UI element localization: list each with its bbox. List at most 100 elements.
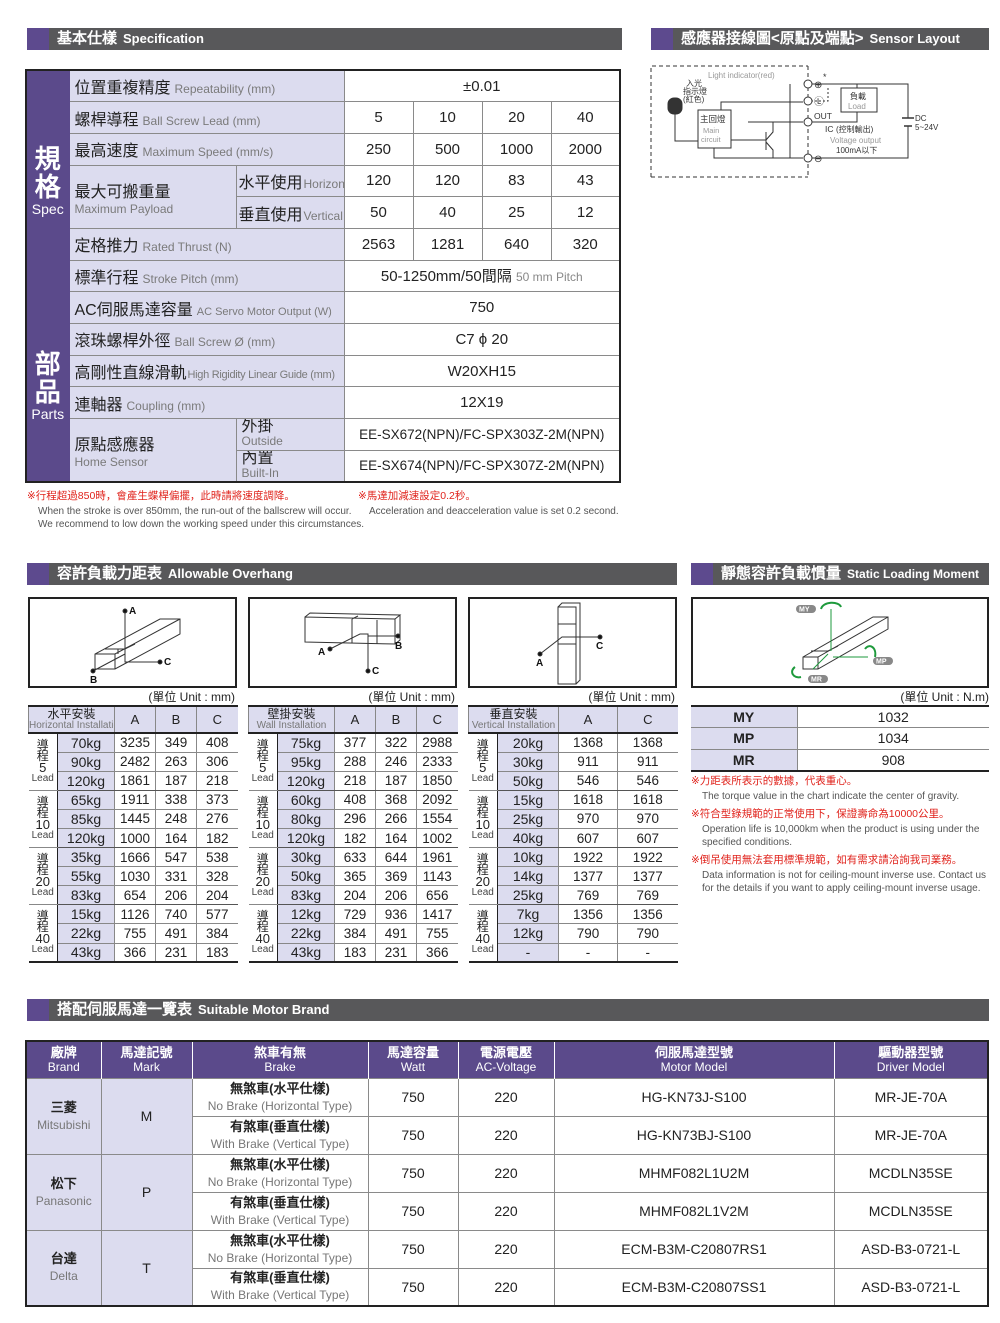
overhang-value: 1000 bbox=[114, 828, 156, 849]
section-title-en: Sensor Layout bbox=[869, 31, 960, 46]
overhang-value: 546 bbox=[617, 771, 678, 791]
driver-cell: ASD-B3-0721-L bbox=[833, 1267, 989, 1307]
load-weight: 43kg bbox=[276, 943, 335, 963]
overhang-value: 1417 bbox=[416, 904, 458, 925]
svg-text:入光: 入光 bbox=[686, 78, 702, 88]
watt-cell: 750 bbox=[367, 1229, 459, 1269]
overhang-value: 729 bbox=[334, 904, 376, 925]
lead-zh: 導 bbox=[476, 794, 489, 809]
overhang-value: 790 bbox=[617, 923, 678, 944]
overhang-value: 182 bbox=[196, 828, 238, 849]
lead-zh: 程 bbox=[476, 863, 489, 878]
brake-cell: 無煞車(水平仕樣) No Brake (Horizontal Type) bbox=[191, 1153, 369, 1193]
stroke-value: 50-1250mm/50間隔 50 mm Pitch bbox=[343, 259, 621, 293]
lead-zh: 程 bbox=[476, 805, 489, 820]
brand-cell: 松下 Panasonic bbox=[25, 1153, 102, 1231]
lead-zh: 導 bbox=[36, 794, 49, 809]
overhang-value: 491 bbox=[155, 923, 197, 944]
overhang-value: 1911 bbox=[114, 790, 156, 810]
svg-text:負載: 負載 bbox=[850, 91, 866, 101]
svg-text:MP: MP bbox=[876, 659, 887, 666]
table-row: --- bbox=[469, 943, 678, 963]
overhang-value: 365 bbox=[334, 866, 376, 887]
lead-zh: 程 bbox=[36, 920, 49, 935]
static-moment-table: MY 1032 MP 1034 MR 908 bbox=[691, 705, 989, 772]
speed-label: 最高速度 Maximum Speed (mm/s) bbox=[68, 132, 345, 166]
load-weight: 120kg bbox=[276, 828, 335, 849]
lead-value: 20 bbox=[481, 101, 552, 134]
overhang-value: 306 bbox=[196, 752, 238, 772]
overhang-value: 206 bbox=[155, 885, 197, 906]
lead-zh: 導 bbox=[256, 737, 269, 752]
home-outside-label: 外掛 Outside bbox=[235, 418, 345, 451]
overhang-value: 288 bbox=[334, 752, 376, 772]
installation-title: 壁掛安裝 Wall Installation bbox=[247, 706, 335, 734]
lead-en: Lead bbox=[31, 887, 54, 899]
load-weight: 120kg bbox=[56, 828, 115, 849]
group-en: Parts bbox=[31, 406, 65, 423]
lead-zh: 導 bbox=[476, 737, 489, 752]
overhang-value: 1368 bbox=[617, 733, 678, 753]
lead-label: 導程 5 Lead bbox=[468, 733, 498, 791]
brand-cell: 台達 Delta bbox=[25, 1229, 102, 1307]
brand-cell: 三菱 Mitsubishi bbox=[25, 1077, 102, 1155]
table-row: 83kg 204 206 656 bbox=[249, 885, 458, 906]
overhang-value: 1861 bbox=[114, 771, 156, 791]
svg-text:MY: MY bbox=[799, 607, 810, 614]
brake-zh: 無煞車(水平仕樣) bbox=[230, 1080, 330, 1096]
payload-label: 最大可搬重量 Maximum Payload bbox=[68, 164, 237, 229]
lead-en: Lead bbox=[471, 944, 494, 956]
column-header: 馬達容量 Watt bbox=[367, 1041, 458, 1078]
overhang-value: 384 bbox=[196, 923, 238, 944]
table-row: 120kg 182 164 1002 bbox=[249, 828, 458, 849]
column-header: 電源電壓 AC-Voltage bbox=[457, 1041, 554, 1078]
motor-table: 廠牌 Brand 馬達記號 Mark 煞車有無 Brake 馬達容量 Watt 電源電壓 AC-V… bbox=[25, 1040, 989, 1307]
overhang-value: 1445 bbox=[114, 809, 156, 829]
load-weight: 7kg bbox=[496, 904, 559, 925]
load-weight: 80kg bbox=[276, 809, 335, 829]
overhang-value: 1002 bbox=[416, 828, 458, 849]
overhang-value: 911 bbox=[617, 752, 678, 772]
payload-vertical-value: 25 bbox=[481, 196, 552, 229]
brake-zh: 無煞車(水平仕樣) bbox=[230, 1156, 330, 1172]
overhang-value: 266 bbox=[375, 809, 417, 829]
svg-text:circuit: circuit bbox=[701, 135, 722, 144]
section-title-zh: 感應器接線圖<原點及端點> bbox=[681, 30, 864, 47]
driver-cell: ASD-B3-0721-L bbox=[833, 1229, 989, 1269]
svg-text:⊕: ⊕ bbox=[814, 80, 822, 91]
lead-en: Lead bbox=[251, 772, 274, 784]
mark-cell: T bbox=[100, 1229, 193, 1307]
load-weight: 83kg bbox=[56, 885, 115, 906]
payload-horizontal-value: 43 bbox=[550, 164, 621, 198]
speed-value: 2000 bbox=[550, 132, 621, 166]
note-en: The torque value in the chart indicate t… bbox=[702, 791, 960, 802]
wall-overhang-table: 壁掛安裝 Wall Installation A B C 導程 5 Lead 75kg 377 32… bbox=[247, 705, 458, 964]
header-en: Brand bbox=[47, 1059, 80, 1074]
motor-value: 750 bbox=[343, 291, 621, 324]
load-weight: 30kg bbox=[276, 847, 335, 868]
load-weight: 65kg bbox=[56, 790, 115, 810]
overhang-value: 970 bbox=[558, 809, 618, 829]
stroke-label: 標準行程 Stroke Pitch (mm) bbox=[68, 259, 345, 293]
moment-label: MY bbox=[691, 706, 798, 728]
table-row: 80kg 296 266 1554 bbox=[249, 809, 458, 829]
overhang-value: 204 bbox=[334, 885, 376, 906]
overhang-value: 633 bbox=[334, 847, 376, 868]
overhang-value: 263 bbox=[155, 752, 197, 772]
load-weight: - bbox=[496, 943, 559, 963]
load-weight: 120kg bbox=[276, 771, 335, 791]
overhang-value: 384 bbox=[334, 923, 376, 944]
home-sensor-label: 原點感應器 Home Sensor bbox=[68, 418, 237, 483]
lead-number: 5 bbox=[39, 759, 47, 775]
lead-zh: 導 bbox=[36, 737, 49, 752]
overhang-value: 366 bbox=[416, 943, 458, 963]
volt-cell: 220 bbox=[457, 1267, 555, 1307]
driver-cell: MCDLN35SE bbox=[833, 1191, 989, 1231]
table-row: 50kg 365 369 1143 bbox=[249, 866, 458, 887]
brand-en: Delta bbox=[49, 1269, 78, 1284]
overhang-value: 547 bbox=[155, 847, 197, 868]
wall-installation-diagram: A B C bbox=[248, 597, 457, 688]
load-weight: 43kg bbox=[56, 943, 115, 963]
payload-horizontal-value: 120 bbox=[343, 164, 414, 198]
static-notes: ※力距表所表示的數據，代表重心。 The torque value in the … bbox=[691, 773, 991, 898]
